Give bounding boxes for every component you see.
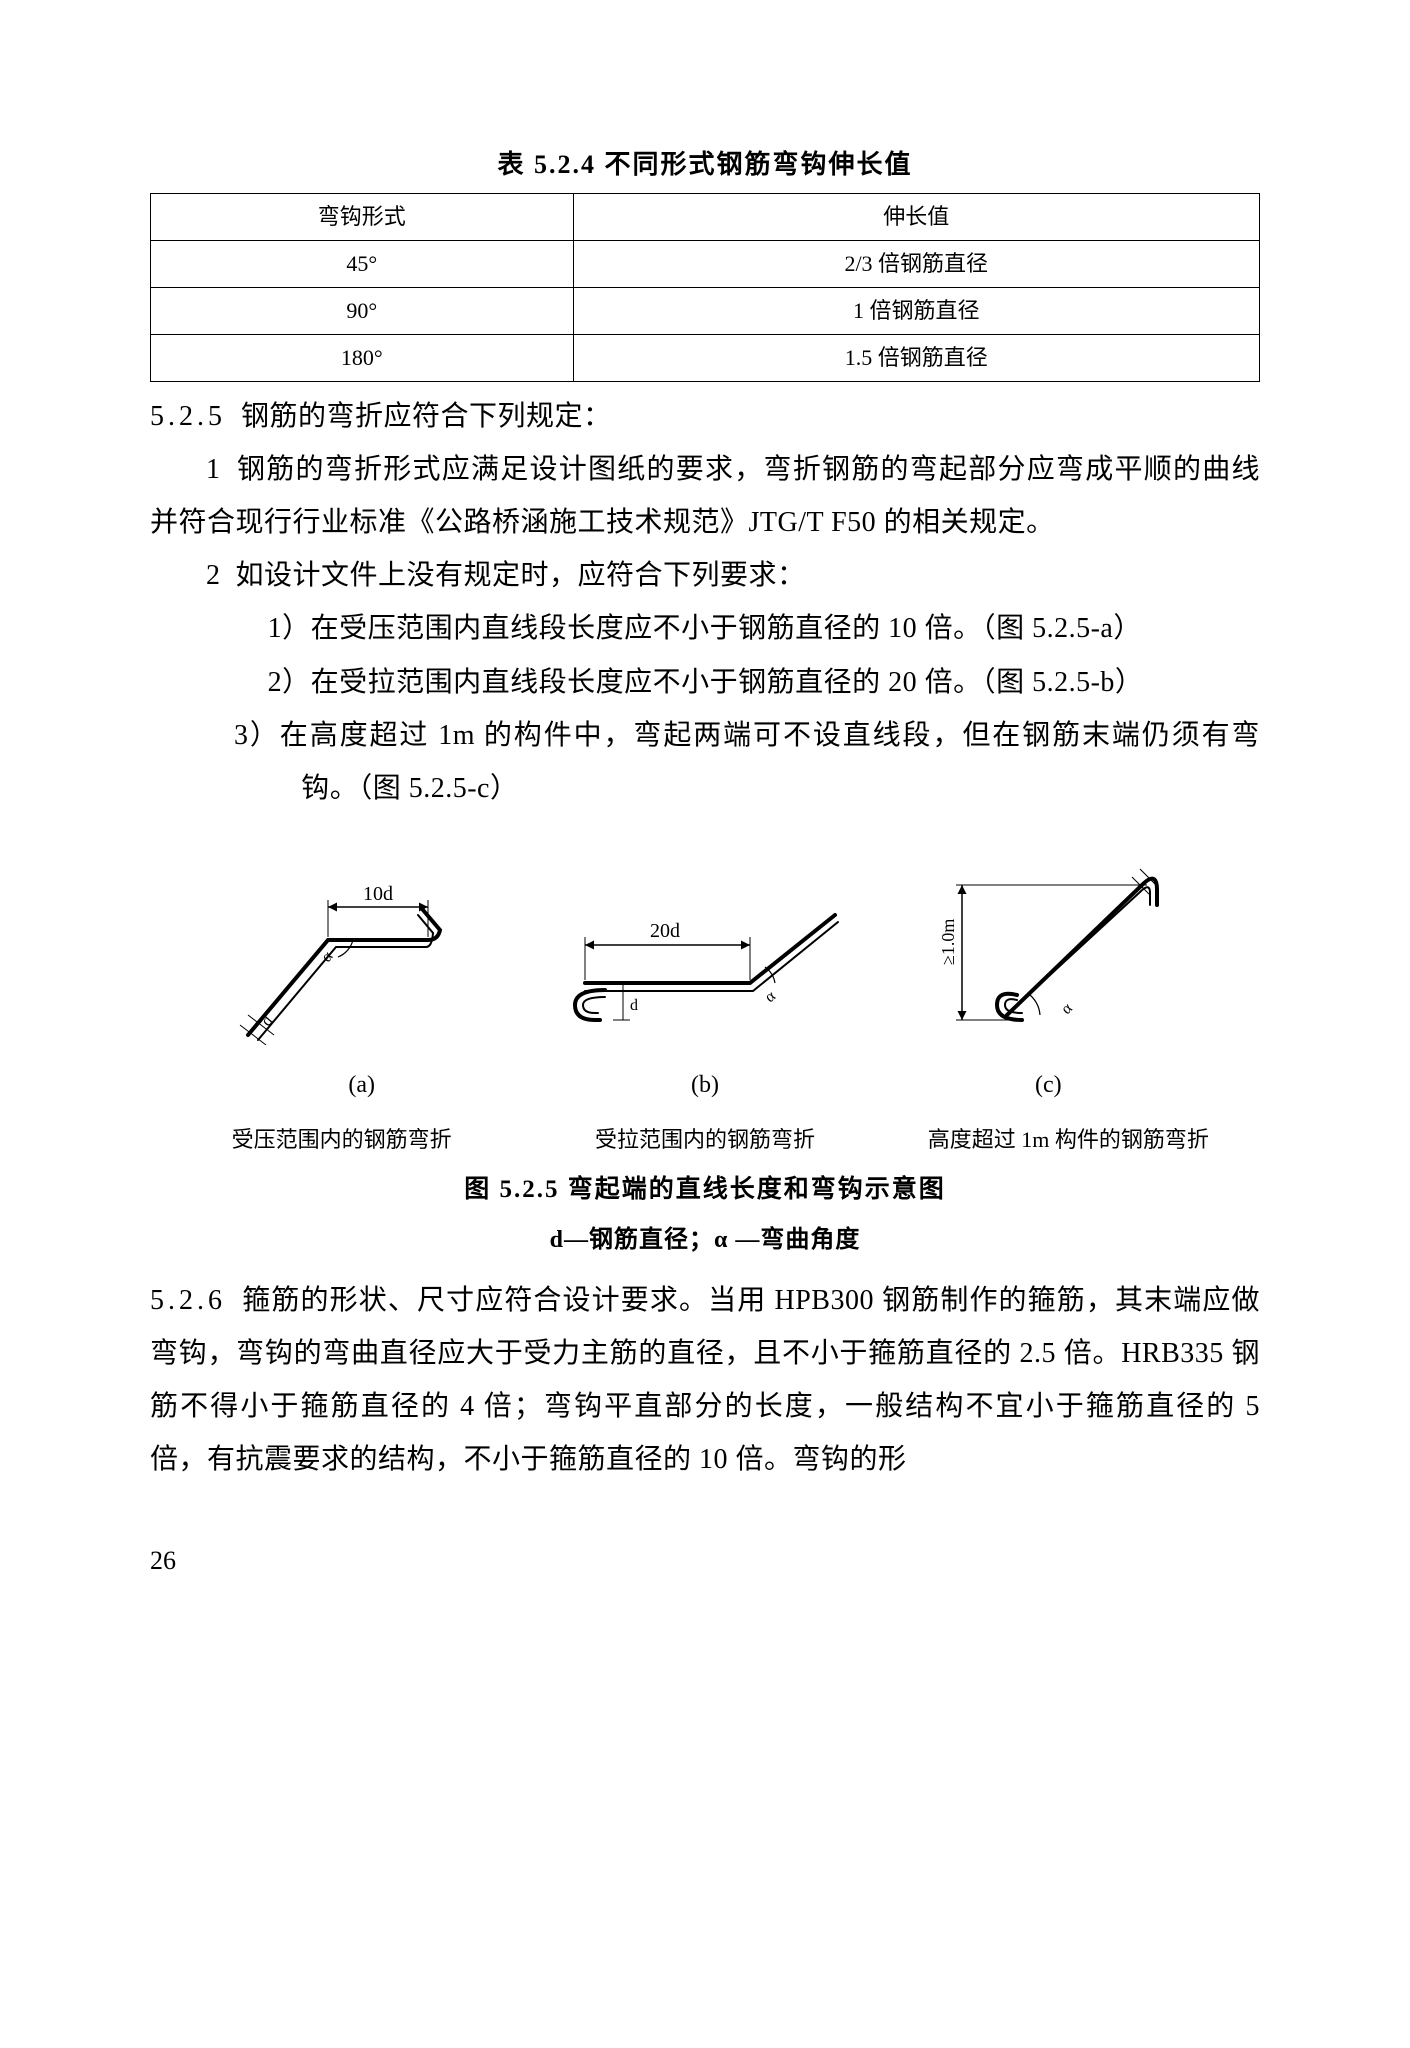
figure-label-b: (b) (533, 1063, 876, 1109)
diagram-b: 20d α d (535, 885, 855, 1045)
table-524: 弯钩形式 伸长值 45° 2/3 倍钢筋直径 90° 1 倍钢筋直径 180° … (150, 193, 1260, 381)
figure-525-legend: d—钢筋直径；α —弯曲角度 (150, 1218, 1260, 1264)
table-title: 表 5.2.4 不同形式钢筋弯钩伸长值 (150, 140, 1260, 189)
figure-525-labels: (a) (b) (c) (150, 1063, 1260, 1109)
section-number: 5.2.5 (150, 401, 226, 432)
svg-text:α: α (1058, 999, 1076, 1017)
svg-text:≥1.0m: ≥1.0m (938, 919, 958, 965)
figure-caption-b: 受拉范围内的钢筋弯折 (523, 1119, 886, 1161)
figure-525-captions: 受压范围内的钢筋弯折 受拉范围内的钢筋弯折 高度超过 1m 构件的钢筋弯折 (150, 1119, 1260, 1161)
svg-text:20d: 20d (650, 920, 680, 942)
svg-text:10d: 10d (363, 883, 393, 905)
svg-text:d: d (630, 997, 638, 1014)
section-525-sub1: 1）在受压范围内直线段长度应不小于钢筋直径的 10 倍。（图 5.2.5-a） (150, 602, 1260, 655)
section-525-heading: 5.2.5 钢筋的弯折应符合下列规定： (150, 390, 1260, 443)
section-number: 5.2.6 (150, 1285, 226, 1316)
table-row: 90° 1 倍钢筋直径 (151, 287, 1260, 334)
figure-525-title: 图 5.2.5 弯起端的直线长度和弯钩示意图 (150, 1166, 1260, 1214)
table-header: 弯钩形式 (151, 194, 574, 241)
table-row: 45° 2/3 倍钢筋直径 (151, 241, 1260, 288)
section-525-sub3: 3）在高度超过 1m 的构件中，弯起两端可不设直线段，但在钢筋末端仍须有弯钩。（… (150, 709, 1260, 815)
table-row: 180° 1.5 倍钢筋直径 (151, 334, 1260, 381)
figure-label-a: (a) (190, 1063, 533, 1109)
svg-text:α: α (762, 987, 780, 1006)
table-header: 伸长值 (573, 194, 1259, 241)
figure-label-c: (c) (877, 1063, 1220, 1109)
diagram-c: ≥1.0m α (912, 845, 1192, 1045)
section-525-item1: 1 钢筋的弯折形式应满足设计图纸的要求，弯折钢筋的弯起部分应弯成平顺的曲线并符合… (150, 443, 1260, 549)
figure-525-diagrams: 10d α d 20d α (150, 845, 1260, 1045)
page-number: 26 (150, 1536, 1260, 1585)
diagram-a: 10d α d (218, 855, 478, 1045)
section-526: 5.2.6 箍筋的形状、尺寸应符合设计要求。当用 HPB300 钢筋制作的箍筋，… (150, 1274, 1260, 1487)
section-525-sub2: 2）在受拉范围内直线段长度应不小于钢筋直径的 20 倍。（图 5.2.5-b） (150, 656, 1260, 709)
figure-caption-a: 受压范围内的钢筋弯折 (160, 1119, 523, 1161)
figure-caption-c: 高度超过 1m 构件的钢筋弯折 (887, 1119, 1250, 1161)
section-525-item2: 2 如设计文件上没有规定时，应符合下列要求： (150, 549, 1260, 602)
